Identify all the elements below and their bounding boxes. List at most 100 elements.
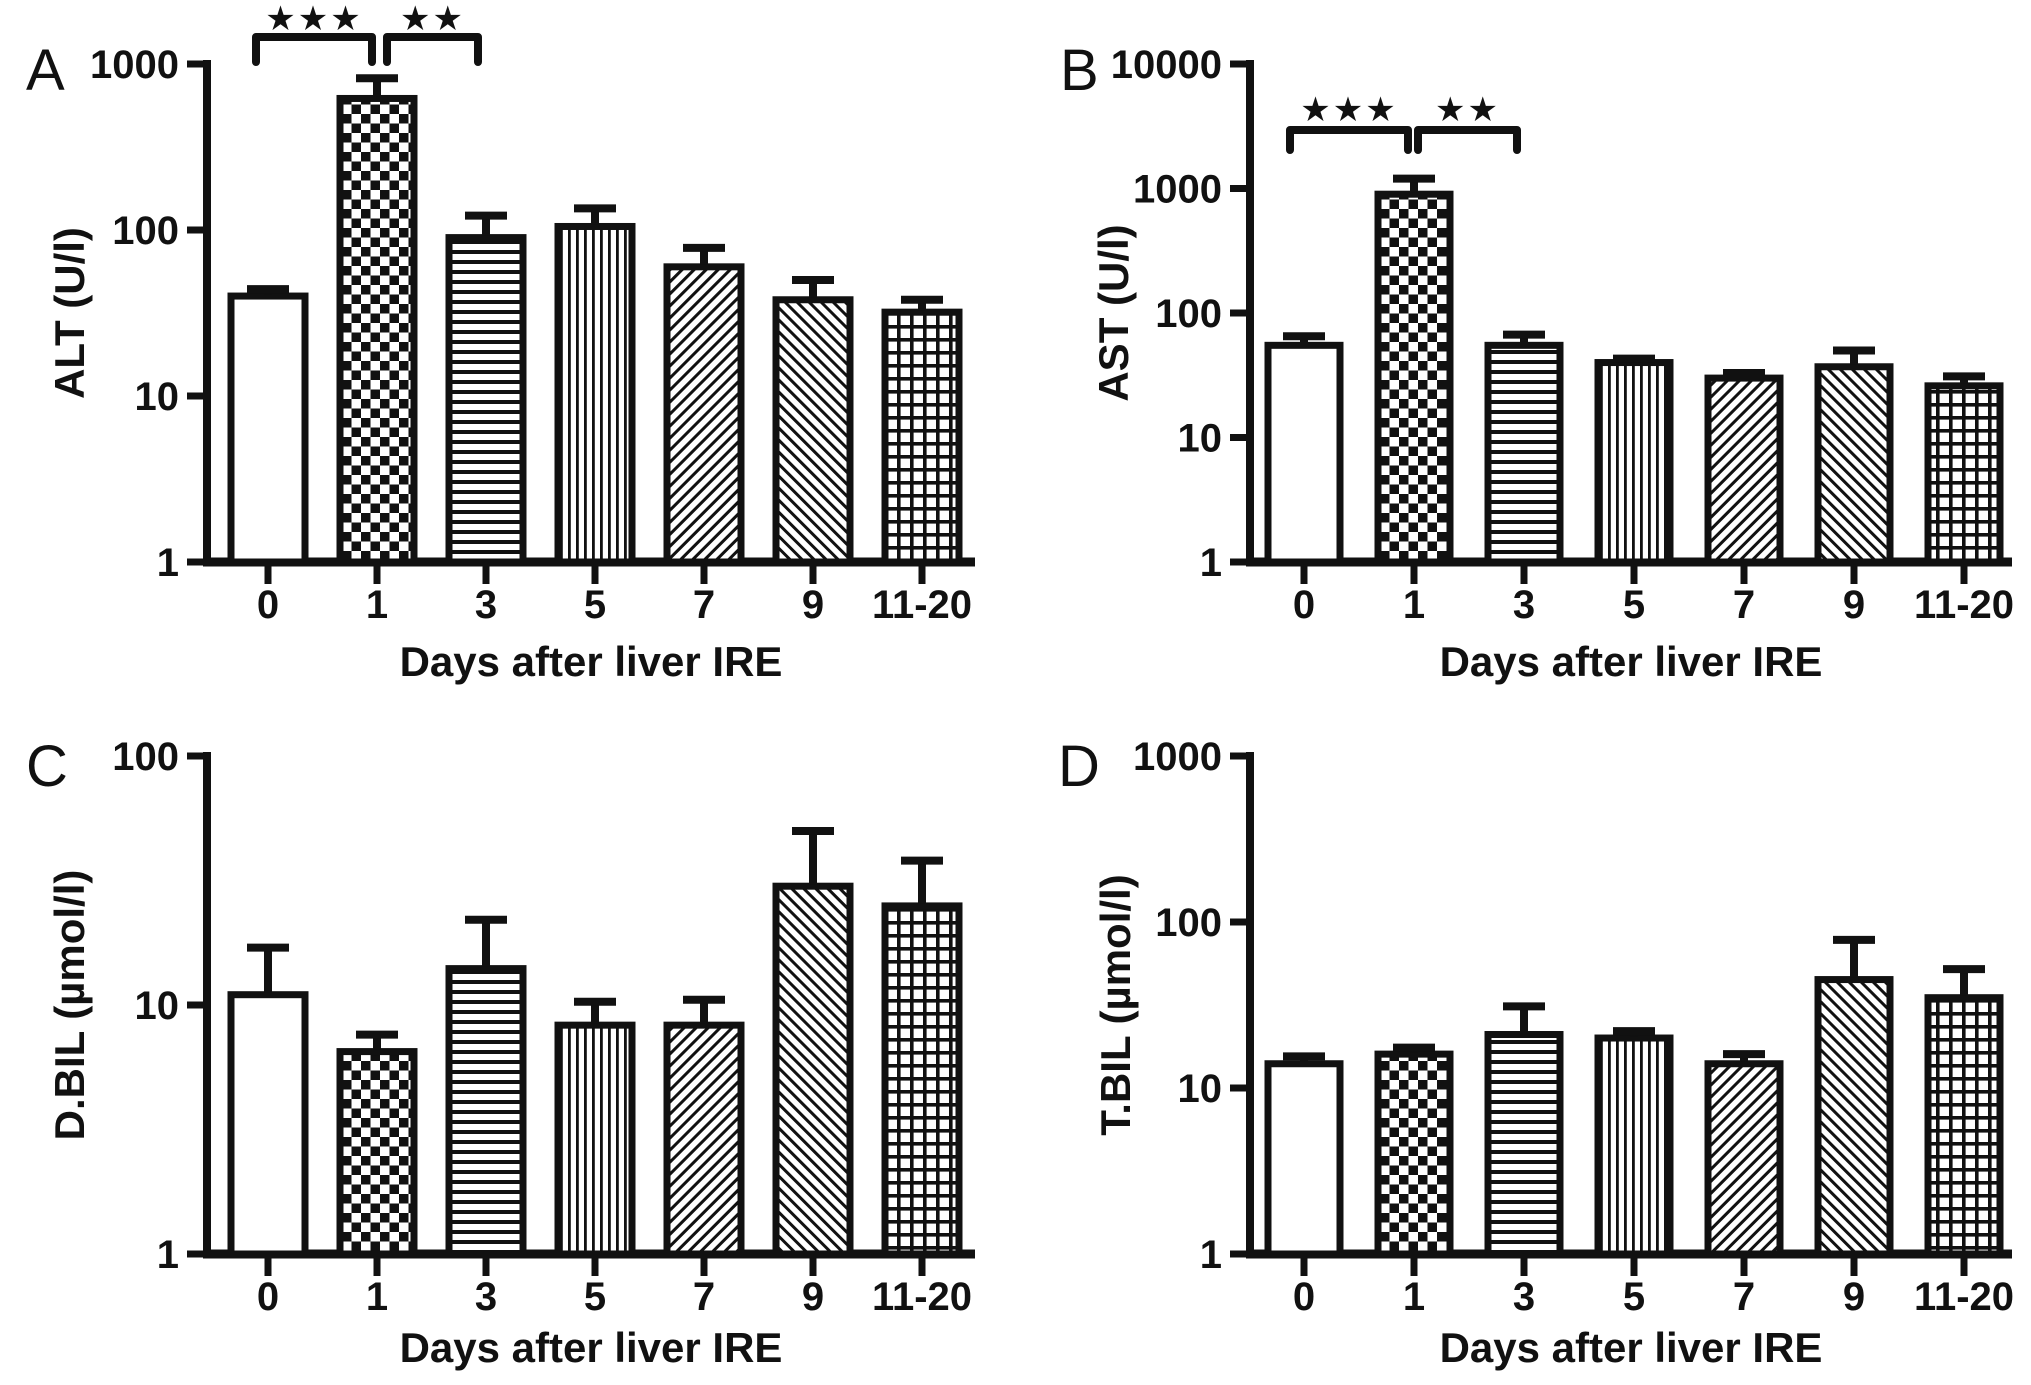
y-tick-label: 10 [135, 984, 180, 1028]
bar-day-7 [663, 1021, 745, 1258]
panel-letter: A [26, 38, 65, 103]
significance-bracket [383, 33, 482, 66]
x-category-label: 9 [802, 1275, 824, 1319]
x-category-label: 11-20 [872, 583, 972, 627]
y-tick-label: 1 [157, 1233, 179, 1277]
x-category-label: 1 [366, 1275, 388, 1319]
bar-day-1 [1374, 190, 1454, 566]
y-tick-label: 10 [1178, 417, 1223, 461]
y-tick-label: 100 [112, 209, 179, 253]
bar-day-11-20 [881, 902, 963, 1258]
x-category-label: 1 [366, 583, 388, 627]
significance-stars: ★★ [400, 0, 465, 39]
bar-day-3 [1484, 341, 1564, 566]
bar-day-5 [554, 222, 636, 566]
panel-a: 1 10 100 1000 0 1 3 5 7 9 11-20 Days after liver IR… [0, 0, 1000, 700]
y-tick-label: 100 [1155, 292, 1222, 336]
y-axis-title: AST (U/l) [1090, 224, 1137, 401]
significance-stars: ★★★ [1300, 90, 1397, 130]
significance-bracket [252, 33, 376, 66]
y-tick-label: 1000 [1133, 168, 1222, 212]
panel-letter: C [26, 734, 68, 799]
x-category-label: 7 [1733, 583, 1755, 627]
bar-day-0 [227, 991, 309, 1258]
panel-letter: D [1058, 734, 1100, 799]
x-axis-title: Days after liver IRE [400, 638, 783, 685]
bar-day-11-20 [1924, 382, 2004, 566]
significance-stars: ★★ [1435, 90, 1500, 130]
bar-day-11-20 [881, 308, 963, 566]
x-category-label: 3 [475, 1275, 497, 1319]
bar-day-3 [445, 234, 527, 566]
bar-day-11-20 [1924, 994, 2004, 1258]
y-tick-label: 1 [1200, 541, 1222, 585]
x-category-label: 9 [802, 583, 824, 627]
significance-bracket [1414, 126, 1521, 154]
panel-c: 1 10 100 0 1 3 5 7 9 11-20 Days after liver IRE D.B… [0, 700, 1000, 1385]
x-category-label: 11-20 [1914, 583, 2014, 627]
x-category-label: 7 [693, 583, 715, 627]
panel-letter: B [1060, 38, 1099, 103]
x-category-label: 7 [1733, 1275, 1755, 1319]
bar-day-7 [663, 263, 745, 566]
y-tick-label: 1000 [90, 43, 179, 87]
panel-b-chart: 1 10 100 1000 10000 0 1 3 5 7 9 11-20 Days after liv… [1060, 38, 2014, 685]
x-category-label: 5 [584, 1275, 606, 1319]
bar-day-1 [336, 1048, 418, 1258]
x-category-label: 5 [1623, 1275, 1645, 1319]
bar-day-9 [772, 882, 854, 1258]
bar-day-1 [336, 94, 418, 566]
panel-c-chart: 1 10 100 0 1 3 5 7 9 11-20 Days after liver IRE D.B… [26, 734, 975, 1371]
x-category-label: 1 [1403, 1275, 1425, 1319]
bar-day-9 [772, 296, 854, 566]
bar-day-3 [445, 965, 527, 1258]
bar-day-3 [1484, 1031, 1564, 1258]
bar-day-5 [1594, 359, 1674, 566]
bar-day-9 [1814, 363, 1894, 566]
x-category-label: 5 [584, 583, 606, 627]
x-category-label: 3 [1513, 583, 1535, 627]
x-category-label: 0 [257, 1275, 279, 1319]
y-tick-label: 10 [1178, 1067, 1223, 1111]
x-category-label: 7 [693, 1275, 715, 1319]
y-tick-label: 100 [1155, 901, 1222, 945]
x-category-label: 0 [257, 583, 279, 627]
y-axis-title: D.BIL (µmol/l) [46, 870, 93, 1141]
y-tick-label: 1 [1200, 1233, 1222, 1277]
significance-stars: ★★★ [265, 0, 362, 39]
x-category-label: 0 [1293, 583, 1315, 627]
y-tick-label: 1 [157, 541, 179, 585]
panel-d-chart: 1 10 100 1000 0 1 3 5 7 9 11-20 Days after liver IR… [1058, 734, 2014, 1371]
bar-day-5 [554, 1021, 636, 1258]
x-category-label: 9 [1843, 583, 1865, 627]
x-axis-title: Days after liver IRE [1440, 638, 1823, 685]
x-category-label: 11-20 [872, 1275, 972, 1319]
x-category-label: 9 [1843, 1275, 1865, 1319]
bar-day-0 [1264, 1060, 1344, 1258]
y-axis-title: T.BIL (µmol/l) [1092, 874, 1139, 1135]
bar-day-0 [227, 292, 309, 566]
x-category-label: 3 [475, 583, 497, 627]
x-category-label: 3 [1513, 1275, 1535, 1319]
x-axis-title: Days after liver IRE [1440, 1324, 1823, 1371]
x-axis-title: Days after liver IRE [400, 1324, 783, 1371]
bar-day-5 [1594, 1034, 1674, 1258]
bar-day-9 [1814, 976, 1894, 1258]
bar-day-1 [1374, 1050, 1454, 1258]
y-tick-label: 100 [112, 735, 179, 779]
panel-b: 1 10 100 1000 10000 0 1 3 5 7 9 11-20 Days after liv… [1000, 0, 2031, 700]
y-axis-title: ALT (U/l) [46, 227, 93, 399]
panel-d: 1 10 100 1000 0 1 3 5 7 9 11-20 Days after liver IR… [1000, 700, 2031, 1385]
x-category-label: 11-20 [1914, 1275, 2014, 1319]
x-category-label: 0 [1293, 1275, 1315, 1319]
y-tick-label: 1000 [1133, 735, 1222, 779]
bar-day-7 [1704, 1060, 1784, 1258]
bar-day-0 [1264, 341, 1344, 566]
bar-day-7 [1704, 374, 1784, 566]
x-category-label: 1 [1403, 583, 1425, 627]
panel-a-chart: 1 10 100 1000 0 1 3 5 7 9 11-20 Days after liver IR… [26, 0, 975, 685]
significance-bracket [1286, 126, 1412, 154]
x-category-label: 5 [1623, 583, 1645, 627]
y-tick-label: 10000 [1111, 43, 1222, 87]
